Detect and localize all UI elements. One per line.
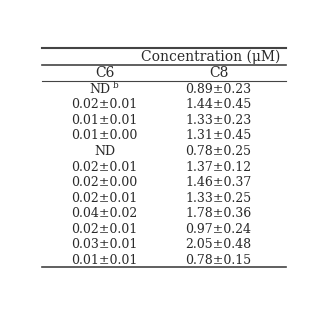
Text: ND: ND (89, 83, 110, 96)
Text: 0.89±0.23: 0.89±0.23 (186, 83, 252, 96)
Text: 0.02±0.01: 0.02±0.01 (71, 99, 138, 111)
Text: 0.03±0.01: 0.03±0.01 (71, 238, 138, 251)
Text: 0.02±0.00: 0.02±0.00 (71, 176, 138, 189)
Text: 1.33±0.25: 1.33±0.25 (186, 192, 252, 204)
Text: 1.33±0.23: 1.33±0.23 (185, 114, 252, 127)
Text: C8: C8 (209, 66, 228, 80)
Text: 1.46±0.37: 1.46±0.37 (185, 176, 252, 189)
Text: 1.44±0.45: 1.44±0.45 (185, 99, 252, 111)
Text: 0.78±0.15: 0.78±0.15 (186, 254, 252, 267)
Text: 0.01±0.01: 0.01±0.01 (71, 254, 138, 267)
Text: 1.37±0.12: 1.37±0.12 (186, 161, 252, 173)
Text: 0.01±0.01: 0.01±0.01 (71, 114, 138, 127)
Text: 0.02±0.01: 0.02±0.01 (71, 223, 138, 236)
Text: 0.78±0.25: 0.78±0.25 (186, 145, 252, 158)
Text: ND: ND (94, 145, 115, 158)
Text: 0.04±0.02: 0.04±0.02 (71, 207, 138, 220)
Text: 1.31±0.45: 1.31±0.45 (185, 130, 252, 142)
Text: 0.97±0.24: 0.97±0.24 (186, 223, 252, 236)
Text: 0.02±0.01: 0.02±0.01 (71, 161, 138, 173)
Text: 1.78±0.36: 1.78±0.36 (185, 207, 252, 220)
Text: Concentration (μM): Concentration (μM) (141, 49, 281, 64)
Text: 0.02±0.01: 0.02±0.01 (71, 192, 138, 204)
Text: C6: C6 (95, 66, 114, 80)
Text: b: b (113, 81, 118, 90)
Text: 2.05±0.48: 2.05±0.48 (186, 238, 252, 251)
Text: 0.01±0.00: 0.01±0.00 (71, 130, 138, 142)
